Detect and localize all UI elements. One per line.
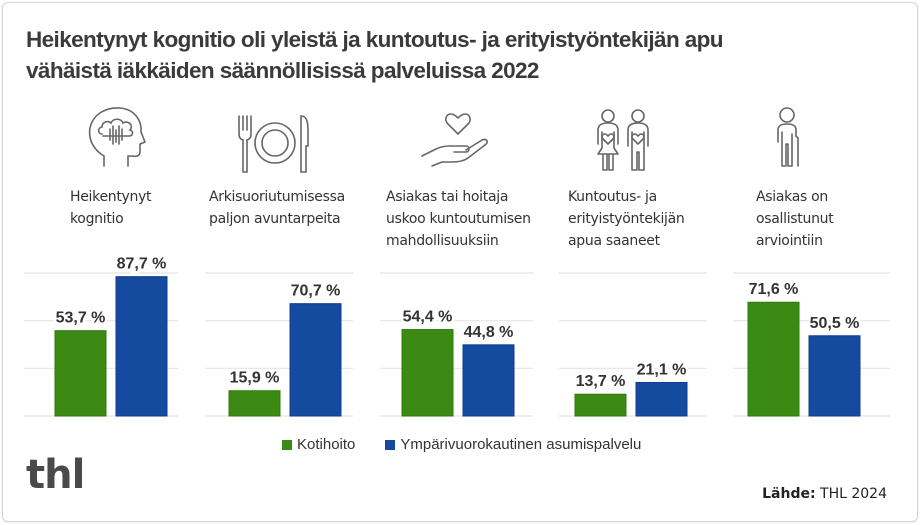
- data-label: 44,8 %: [464, 324, 514, 341]
- two-people-hearts-icon: [590, 108, 660, 172]
- data-label: 53,7 %: [56, 310, 106, 327]
- category-label: Asiakas tai hoitaja uskoo kuntoutumisen …: [386, 189, 531, 249]
- bar-asumispalvelu: [462, 344, 515, 417]
- legend-item-kotihoito: Kotihoito: [282, 436, 355, 453]
- data-label: 54,4 %: [403, 309, 453, 326]
- data-label: 13,7 %: [576, 373, 626, 390]
- title-line-2: vähäistä iäkkäiden säännöllisissä palvel…: [26, 58, 539, 83]
- bar-kotihoito: [747, 301, 800, 417]
- category-label: Kuntoutus- ja erityistyöntekijän apua sa…: [568, 189, 685, 249]
- source-label: Lähde:: [762, 486, 816, 502]
- category-label: Arkisuoriutumisessa paljon avuntarpeita: [209, 189, 345, 227]
- head-cloud-icon: [82, 104, 152, 168]
- legend-swatch: [385, 439, 396, 450]
- data-label: 71,6 %: [749, 281, 799, 298]
- data-label: 87,7 %: [117, 256, 167, 273]
- bar-asumispalvelu: [808, 335, 861, 417]
- data-label: 15,9 %: [230, 370, 280, 387]
- source-value: THL 2024: [820, 486, 887, 502]
- bar-asumispalvelu: [115, 276, 168, 417]
- plate-cutlery-icon: [235, 112, 315, 176]
- elderly-person-cane-icon: [770, 106, 810, 170]
- thl-logo: thl: [26, 452, 85, 498]
- data-label: 70,7 %: [291, 283, 341, 300]
- legend-label: Kotihoito: [297, 436, 356, 453]
- bar-kotihoito: [228, 390, 281, 417]
- bar-asumispalvelu: [289, 303, 342, 417]
- hand-heart-icon: [418, 112, 490, 168]
- category-label: Heikentynyt kognitio: [70, 189, 152, 227]
- title-line-1: Heikentynyt kognitio oli yleistä ja kunt…: [26, 27, 724, 52]
- data-label: 50,5 %: [810, 315, 860, 332]
- data-label: 21,1 %: [637, 361, 687, 378]
- legend-swatch: [282, 439, 292, 450]
- bar-kotihoito: [401, 329, 454, 417]
- bar-asumispalvelu: [635, 381, 688, 417]
- legend-item-asumispalvelu: Ympärivuorokautinen asumispalvelu: [385, 436, 641, 453]
- source-note: Lähde: THL 2024: [762, 486, 887, 502]
- category-label: Asiakas on osallistunut arviointiin: [756, 189, 834, 249]
- legend: Kotihoito Ympärivuorokautinen asumispalv…: [282, 436, 641, 453]
- bar-kotihoito: [54, 330, 107, 417]
- bar-kotihoito: [574, 393, 627, 417]
- chart-title: Heikentynyt kognitio oli yleistä ja kunt…: [26, 24, 886, 86]
- legend-label: Ympärivuorokautinen asumispalvelu: [400, 436, 642, 453]
